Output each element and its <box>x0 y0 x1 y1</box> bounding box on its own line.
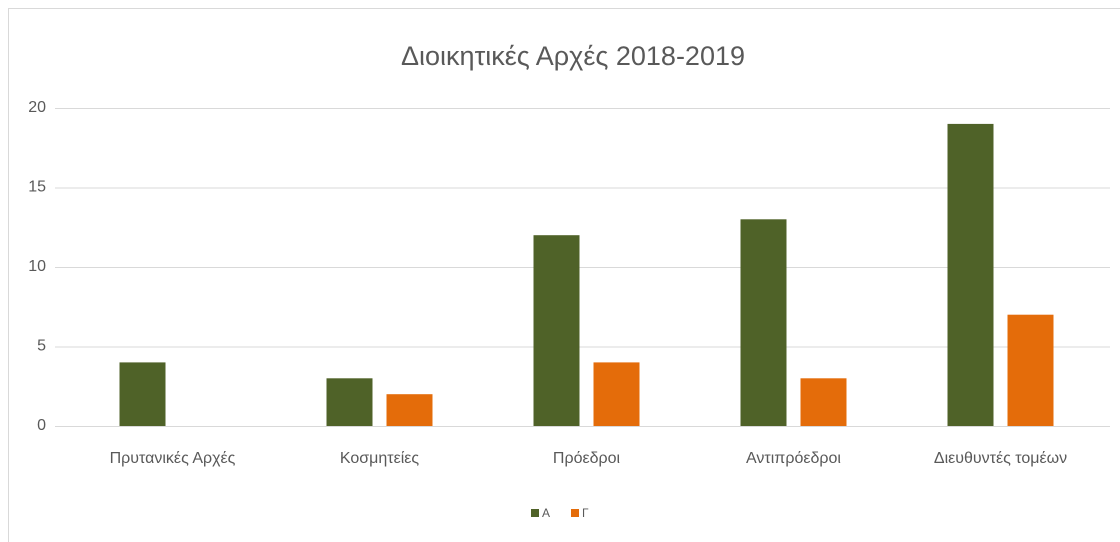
bar <box>386 394 433 426</box>
x-tick-label: Πρόεδροι <box>553 450 621 467</box>
bar <box>1007 314 1054 426</box>
chart-title: Διοικητικές Αρχές 2018-2019 <box>401 41 745 71</box>
bar <box>326 378 373 426</box>
x-tick-label: Πρυτανικές Αρχές <box>110 450 236 467</box>
y-tick-label: 20 <box>28 99 46 116</box>
y-tick-label: 10 <box>28 258 46 275</box>
legend-label: Α <box>542 506 550 520</box>
x-tick-label: Διευθυντές τομέων <box>934 450 1067 467</box>
x-tick-label: Αντιπρόεδροι <box>746 450 841 467</box>
bar <box>593 362 640 426</box>
x-tick-label: Κοσμητείες <box>340 450 420 467</box>
y-tick-label: 0 <box>37 417 46 434</box>
bar <box>800 378 847 426</box>
bar <box>740 219 787 426</box>
bar <box>947 123 994 427</box>
chart-frame <box>8 8 1120 542</box>
legend-swatch <box>571 509 579 517</box>
y-tick-label: 15 <box>28 179 46 196</box>
bar <box>533 235 580 426</box>
bar <box>119 362 166 426</box>
y-tick-label: 5 <box>37 338 46 355</box>
legend-label: Γ <box>582 506 589 520</box>
legend-swatch <box>531 509 539 517</box>
